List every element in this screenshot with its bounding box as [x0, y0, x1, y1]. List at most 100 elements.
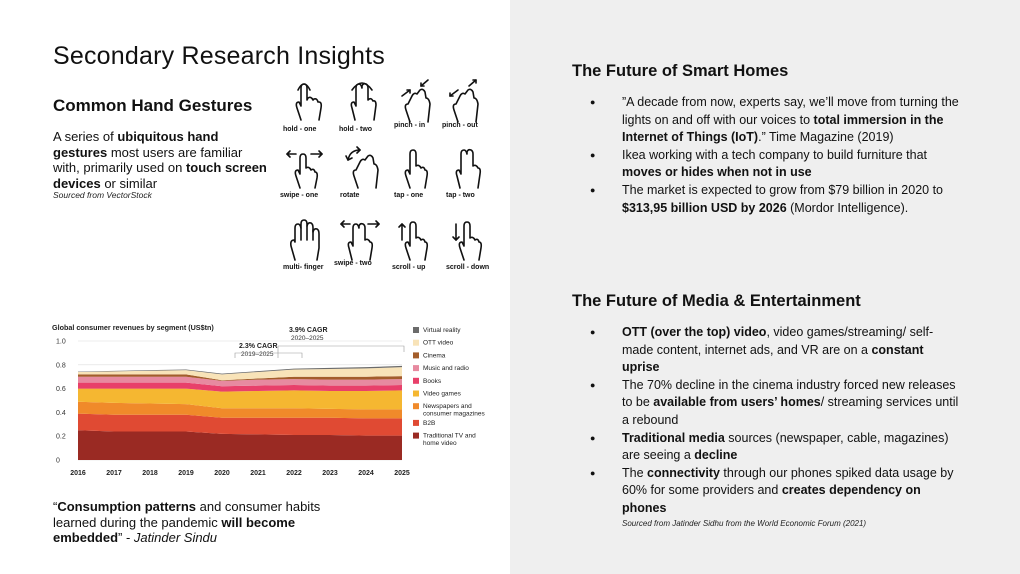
x-tick-label: 2024 [358, 470, 374, 477]
gesture-tap-one: tap - one [394, 146, 454, 200]
gestures-desc-text-1: A series of [53, 129, 118, 144]
series-area [78, 374, 402, 381]
annotation-sub: 2020–2025 [291, 335, 324, 342]
legend-label: Video games [423, 391, 462, 398]
list-item: The 70% decline in the cinema industry f… [590, 377, 962, 430]
x-tick-label: 2018 [142, 470, 158, 477]
list-item: Traditional media sources (newspaper, ca… [590, 430, 962, 465]
gesture-rotate: rotate [340, 146, 400, 200]
bullet-bold: constant uprise [622, 342, 924, 375]
pinch-in-icon [401, 79, 431, 123]
list-item: ”A decade from now, experts say, we’ll m… [590, 94, 962, 147]
gesture-label: hold - one [283, 126, 317, 133]
gesture-label: rotate [340, 192, 360, 199]
legend-label: B2B [423, 420, 435, 427]
gesture-hold-one: hold - one [283, 80, 343, 134]
gesture-multi-finger: multi- finger [283, 218, 343, 272]
gestures-description: A series of ubiquitous hand gestures mos… [53, 129, 268, 191]
legend-swatch [413, 327, 419, 333]
bullet-text: The 70% decline in the cinema industry f… [622, 377, 956, 410]
quote-bold-2: will become embedded [53, 514, 296, 546]
gesture-label: scroll - up [392, 264, 426, 271]
legend-label: Traditional TV and [423, 433, 476, 440]
list-item: OTT (over the top) video, video games/st… [590, 324, 962, 377]
legend-label: OTT video [423, 340, 454, 347]
chart-y-ticks: 0 0.2 0.4 0.6 0.8 1.0 [56, 339, 66, 465]
media-heading: The Future of Media & Entertainment [572, 292, 861, 310]
bullet-text: , video games/streaming/ self-made conte… [622, 325, 934, 357]
smart-homes-list: ”A decade from now, experts say, we’ll m… [590, 94, 962, 217]
list-item: The market is expected to grow from $79 … [590, 182, 962, 217]
annotation-sub: 2019–2025 [241, 351, 274, 358]
bullet-text: Ikea working with a tech company to buil… [622, 147, 928, 162]
tap-two-icon [455, 148, 482, 189]
series-area [78, 382, 402, 392]
quote-text-2: ” - [118, 530, 134, 545]
series-area [78, 413, 402, 436]
gesture-hold-two: hold - two [339, 80, 399, 134]
quote: “Consumption patterns and consumer habit… [53, 499, 363, 546]
y-tick-label: 0 [56, 458, 60, 465]
legend-label: Virtual reality [423, 327, 461, 334]
gesture-label: swipe - two [334, 260, 372, 267]
legend-label: consumer magazines [423, 411, 486, 418]
legend-label: home video [423, 440, 457, 447]
x-tick-label: 2022 [286, 470, 302, 477]
bullet-bold: $313,95 billion USD by 2026 [622, 200, 787, 215]
gesture-label: tap - two [446, 192, 475, 199]
y-tick-label: 0.8 [56, 362, 66, 369]
chart-legend: Virtual reality OTT video Cinema Music and … [413, 327, 486, 447]
multi-finger-icon [290, 219, 320, 261]
revenue-area-chart: Global consumer revenues by segment (US$… [52, 323, 486, 477]
gesture-label: multi- finger [283, 264, 324, 271]
bullet-bold: moves or hides when not in use [622, 165, 812, 180]
left-panel: Secondary Research Insights Common Hand … [52, 42, 506, 546]
annotation-label: 3.9% CAGR [289, 327, 328, 334]
annotation-bracket [277, 345, 405, 358]
chart-areas [78, 365, 402, 460]
gesture-tap-two: tap - two [446, 146, 506, 200]
media-source: Sourced from Jatinder Sidhu from the Wor… [622, 519, 867, 528]
hold-two-icon [350, 82, 377, 121]
gesture-label: pinch - out [442, 122, 478, 129]
x-tick-label: 2019 [178, 470, 194, 477]
bullet-bold: total immersion in the Internet of Thing… [622, 112, 944, 145]
bullet-bold: Traditional media [622, 430, 725, 445]
page-title: Secondary Research Insights [53, 42, 385, 70]
bullet-text: sources (newspaper, cable, magazines) ar… [622, 430, 949, 463]
swipe-two-icon [340, 220, 380, 261]
smart-homes-heading: The Future of Smart Homes [572, 62, 789, 80]
bullet-bold: decline [694, 448, 738, 463]
scroll-up-icon [398, 221, 429, 261]
legend-swatch [413, 432, 419, 439]
bullet-bold: OTT (over the top) video [622, 325, 767, 339]
bullet-bold: creates dependency on phones [622, 483, 921, 515]
x-tick-label: 2016 [70, 470, 86, 477]
legend-label: Books [423, 378, 442, 385]
series-area [78, 430, 402, 460]
y-tick-label: 0.6 [56, 386, 66, 393]
quote-open: “ [53, 499, 58, 514]
gesture-scroll-down: scroll - down [446, 216, 506, 272]
chart-x-ticks: 2016 2017 2018 2019 2020 2021 2022 2023 2024 2025 [70, 470, 410, 477]
swipe-one-icon [286, 150, 323, 189]
x-tick-label: 2021 [250, 470, 266, 477]
y-tick-label: 0.2 [56, 434, 66, 441]
gesture-scroll-up: scroll - up [392, 216, 452, 272]
list-item: Ikea working with a tech company to buil… [590, 147, 962, 182]
scroll-down-icon [452, 221, 483, 261]
legend-swatch [413, 352, 419, 359]
y-tick-label: 1.0 [56, 339, 66, 346]
legend-swatch [413, 377, 419, 384]
gestures-heading: Common Hand Gestures [53, 96, 253, 115]
media-list: OTT (over the top) video, video games/st… [590, 324, 962, 518]
tap-one-icon [404, 149, 429, 189]
gesture-label: scroll - down [446, 264, 490, 271]
x-tick-label: 2017 [106, 470, 122, 477]
series-area [78, 367, 402, 381]
bullet-text: .” Time Magazine (2019) [758, 130, 894, 145]
gestures-source: Sourced from VectorStock [53, 190, 152, 200]
bullet-bold: connectivity [647, 465, 720, 480]
legend-label: Newspapers and [423, 403, 472, 410]
gesture-label: swipe - one [280, 192, 319, 199]
